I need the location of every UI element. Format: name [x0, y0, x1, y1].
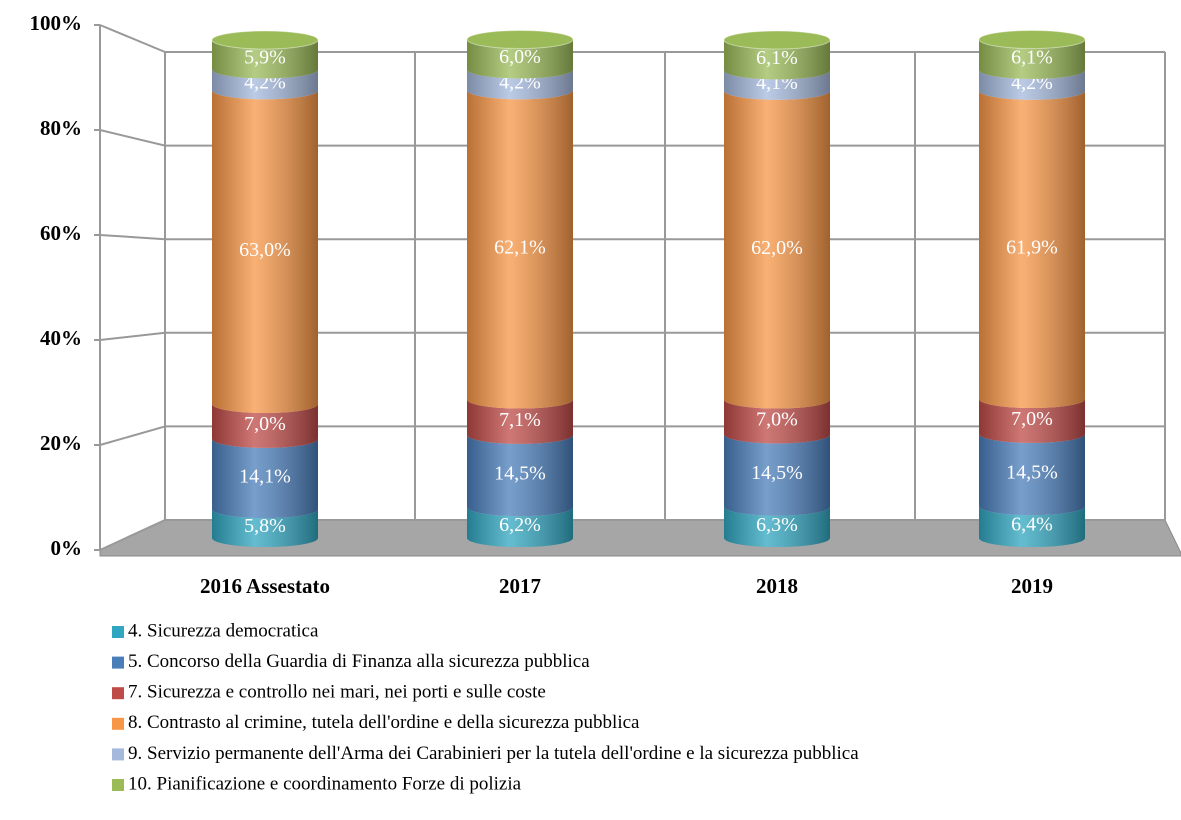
bar-shade [467, 399, 573, 444]
value-label: 14,5% [494, 463, 546, 485]
legend-swatch [112, 717, 124, 730]
bar-shade [724, 434, 830, 516]
grid-line [99, 234, 166, 241]
y-tick-label: 40% [40, 326, 82, 350]
bar-shade [212, 404, 318, 448]
bar-top [466, 30, 574, 50]
bar-top [211, 30, 319, 50]
bar-shade [724, 399, 830, 444]
legend-swatch [112, 626, 124, 638]
legend-label: 10. Pianificazione e coordinamento Forze… [128, 773, 522, 794]
y-tick-label: 0% [51, 536, 83, 560]
value-label: 14,1% [239, 466, 291, 488]
value-label: 7,0% [244, 413, 286, 435]
legend-swatch [112, 779, 124, 791]
value-label: 5,8% [244, 515, 286, 537]
x-tick-label: 2019 [1011, 574, 1053, 598]
value-label: 6,4% [1011, 514, 1053, 536]
bar-shade [212, 438, 318, 519]
bar-shade [979, 69, 1085, 100]
x-tick-label: 2018 [756, 574, 798, 598]
value-label: 62,0% [751, 237, 803, 259]
value-label: 6,2% [499, 514, 541, 536]
bar-shade [979, 90, 1085, 409]
bar-top [723, 30, 831, 50]
bar-shade [212, 40, 318, 79]
value-label: 7,1% [499, 409, 541, 431]
y-tick-label: 20% [40, 431, 82, 455]
bar-top [978, 30, 1086, 50]
x-tick-label: 2016 Assestato [200, 574, 330, 598]
value-label: 6,0% [499, 46, 541, 68]
value-label: 6,1% [1011, 46, 1053, 68]
bar-shade [212, 90, 318, 414]
x-tick-label: 2017 [499, 574, 541, 598]
grid-line [99, 519, 166, 551]
value-label: 6,1% [756, 47, 798, 69]
bar-shade [724, 40, 830, 80]
grid-line [99, 24, 166, 53]
bar-shade [979, 399, 1085, 443]
grid-line [99, 425, 166, 446]
bar-shade [467, 434, 573, 517]
value-label: 6,3% [756, 514, 798, 536]
value-label: 14,5% [751, 462, 803, 484]
legend-label: 4. Sicurezza democratica [128, 620, 319, 641]
y-tick-label: 60% [40, 221, 82, 245]
value-label: 5,9% [244, 46, 286, 68]
legend-swatch [112, 687, 124, 700]
bar-shade [979, 506, 1085, 547]
bar-shade [724, 70, 830, 100]
bar-shade [979, 433, 1085, 516]
value-label: 7,0% [756, 409, 798, 431]
legend: 4. Sicurezza democratica 5. Concorso dell… [112, 620, 859, 794]
bar-shade [467, 90, 573, 409]
grid-line [99, 129, 166, 147]
y-tick-label: 100% [30, 11, 83, 35]
legend-label: 8. Contrasto al crimine, tutela dell'ord… [128, 712, 640, 733]
value-label: 62,1% [494, 237, 546, 259]
value-label: 63,0% [239, 239, 291, 261]
legend-label: 5. Concorso della Guardia di Finanza all… [128, 651, 590, 672]
bar-shade [724, 90, 830, 409]
bar-shade [724, 506, 830, 547]
y-tick-label: 80% [40, 116, 82, 140]
value-label: 14,5% [1006, 462, 1058, 484]
bars: 2016 Assestato5,8%14,1%7,0%63,0%4,2%5,9%… [200, 30, 1086, 598]
bar-shade [467, 507, 573, 547]
value-label: 7,0% [1011, 408, 1053, 430]
bar-shade [467, 39, 573, 79]
grid-line [99, 331, 166, 341]
bar-shade [979, 39, 1085, 79]
bar-shade [212, 509, 318, 547]
value-label: 61,9% [1006, 237, 1058, 259]
legend-swatch [112, 748, 124, 761]
legend-label: 9. Servizio permanente dell'Arma dei Car… [128, 743, 859, 764]
legend-swatch [112, 656, 124, 669]
bar-shade [467, 69, 573, 100]
bar-shade [212, 69, 318, 100]
legend-label: 7. Sicurezza e controllo nei mari, nei p… [128, 682, 546, 703]
